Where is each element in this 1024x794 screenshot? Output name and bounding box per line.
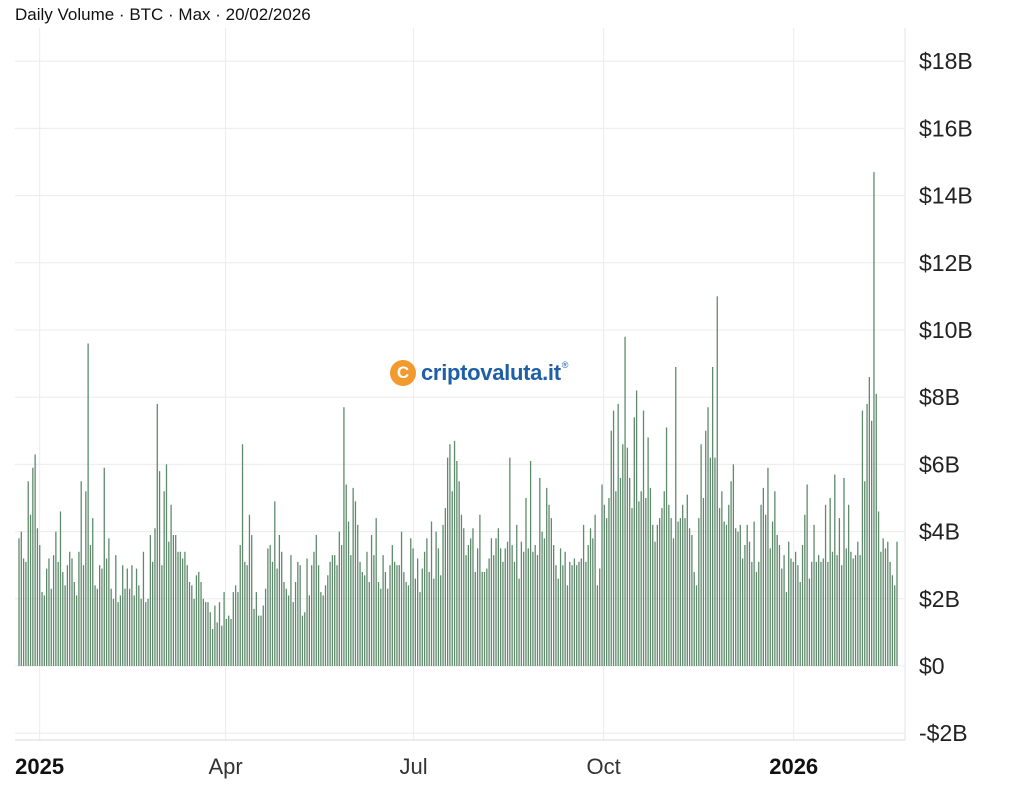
x-tick-label: Apr xyxy=(208,754,242,779)
y-axis-ticks: $18B $16B $14B $12B $10B $8B $6B $4B $2B $0 -$2B xyxy=(919,48,973,746)
y-tick-label: $14B xyxy=(919,183,973,209)
y-tick-label: $18B xyxy=(919,48,973,74)
y-tick-label: $4B xyxy=(919,519,960,545)
x-axis-ticks: 2025 Apr Jul Oct 2026 xyxy=(15,754,818,779)
y-tick-label: $0 xyxy=(919,653,945,679)
x-tick-label: Oct xyxy=(587,754,621,779)
y-tick-label: -$2B xyxy=(919,720,968,746)
x-tick-label: 2026 xyxy=(769,754,818,779)
y-tick-label: $12B xyxy=(919,250,973,276)
x-tick-label: Jul xyxy=(400,754,428,779)
criptovaluta-watermark: C criptovaluta.it ® xyxy=(390,360,568,386)
volume-bars xyxy=(18,172,898,666)
y-tick-label: $8B xyxy=(919,384,960,410)
bitcoin-coin-icon: C xyxy=(390,360,416,386)
x-tick-label: 2025 xyxy=(15,754,64,779)
watermark-text: criptovaluta.it xyxy=(421,360,561,385)
y-tick-label: $6B xyxy=(919,451,960,477)
y-tick-label: $16B xyxy=(919,115,973,141)
y-tick-label: $2B xyxy=(919,586,960,612)
chart-title: Daily Volume · BTC · Max · 20/02/2026 xyxy=(15,5,311,24)
y-tick-label: $10B xyxy=(919,317,973,343)
registered-mark: ® xyxy=(561,360,569,370)
